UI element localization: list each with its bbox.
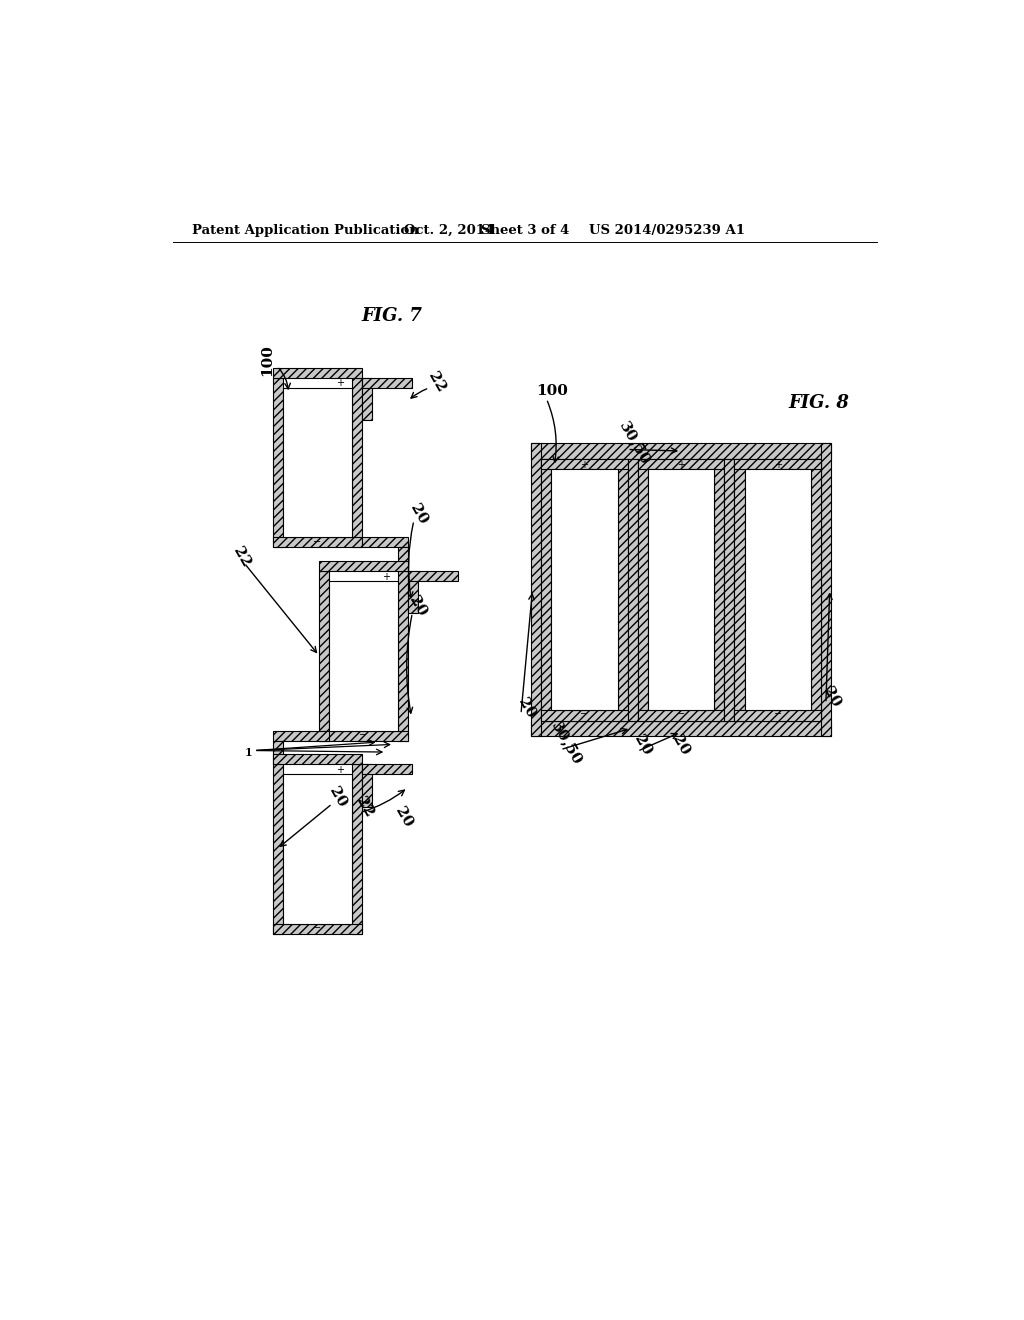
Text: Patent Application Publication: Patent Application Publication (193, 223, 419, 236)
Bar (273, 378, 283, 548)
Bar (541, 459, 628, 469)
Bar (397, 572, 408, 741)
Text: −: − (581, 709, 589, 719)
Bar (744, 469, 811, 710)
Bar (638, 459, 725, 469)
Bar (351, 378, 361, 548)
Bar (361, 537, 408, 548)
Text: 20: 20 (326, 785, 349, 810)
Text: −: − (774, 709, 782, 719)
Text: 20: 20 (820, 685, 843, 710)
Bar (361, 378, 372, 420)
Text: 20: 20 (515, 696, 539, 721)
Text: +: + (336, 379, 344, 388)
Bar (330, 581, 397, 730)
Text: 30,50: 30,50 (616, 420, 652, 467)
Bar (541, 459, 551, 721)
Bar (725, 459, 734, 721)
Text: 20: 20 (407, 594, 429, 619)
Bar (531, 721, 831, 737)
Text: 30,50: 30,50 (549, 719, 585, 768)
Bar (319, 572, 330, 741)
Bar (283, 775, 351, 924)
Text: Sheet 3 of 4: Sheet 3 of 4 (481, 223, 569, 236)
Text: Oct. 2, 2014: Oct. 2, 2014 (403, 223, 495, 236)
Bar (821, 444, 831, 737)
Text: 22: 22 (353, 795, 376, 820)
Bar (734, 710, 821, 721)
Bar (531, 444, 541, 737)
Bar (715, 459, 725, 721)
Text: FIG. 7: FIG. 7 (361, 308, 423, 325)
Bar (397, 548, 408, 572)
Text: −: − (313, 924, 321, 933)
Text: −: − (313, 537, 321, 546)
Bar (617, 459, 628, 721)
Bar (361, 764, 372, 807)
Text: 20: 20 (670, 733, 692, 758)
Bar (351, 764, 361, 933)
Text: +: + (336, 764, 344, 775)
Bar (361, 764, 412, 775)
Bar (734, 459, 821, 469)
Bar (273, 368, 361, 378)
Bar (283, 388, 351, 537)
Text: −: − (677, 709, 685, 719)
Bar (319, 561, 408, 572)
Bar (273, 741, 283, 764)
Bar (648, 469, 715, 710)
Text: +: + (581, 459, 589, 470)
Bar (273, 764, 283, 933)
Text: −: − (359, 730, 368, 741)
Text: 22: 22 (230, 545, 253, 570)
Bar (273, 755, 361, 764)
Bar (361, 378, 412, 388)
Text: US 2014/0295239 A1: US 2014/0295239 A1 (589, 223, 744, 236)
Bar (541, 710, 628, 721)
Bar (273, 730, 330, 741)
Text: 20: 20 (392, 804, 415, 829)
Text: 100: 100 (537, 384, 568, 397)
Text: 100: 100 (260, 345, 274, 376)
Bar (811, 459, 821, 721)
Bar (551, 469, 617, 710)
Bar (273, 537, 361, 548)
Text: 20: 20 (631, 733, 653, 758)
Text: 1: 1 (245, 747, 252, 758)
Text: FIG. 8: FIG. 8 (788, 395, 850, 412)
Bar (638, 710, 725, 721)
Bar (319, 730, 408, 741)
Bar (638, 459, 648, 721)
Bar (408, 572, 418, 614)
Text: 22: 22 (425, 370, 449, 395)
Bar (408, 572, 458, 581)
Bar (628, 459, 638, 721)
Text: +: + (382, 572, 390, 582)
Bar (734, 459, 744, 721)
Text: 20: 20 (408, 502, 430, 527)
Text: +: + (774, 459, 782, 470)
Text: +: + (677, 459, 685, 470)
Bar (273, 924, 361, 933)
Bar (531, 444, 831, 459)
